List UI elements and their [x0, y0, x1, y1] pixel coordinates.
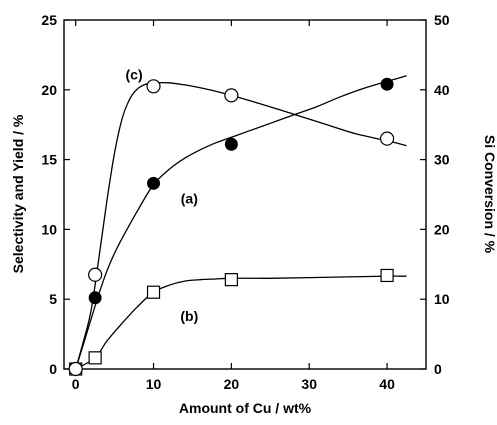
series-line-2: [75, 81, 407, 370]
data-point: [224, 273, 238, 287]
y-right-tick-label: 50: [434, 12, 450, 28]
y-axis-left-title: Selectivity and Yield / %: [10, 114, 26, 273]
y-left-tick-label: 0: [49, 361, 57, 377]
x-tick-label: 10: [146, 376, 162, 392]
data-point: [224, 137, 238, 151]
y-right-tick-label: 40: [434, 82, 450, 98]
x-tick-label: 20: [224, 376, 240, 392]
series-annotation: (b): [180, 308, 198, 324]
y-left-tick-label: 25: [41, 12, 57, 28]
y-axis-right-title: Si Conversion / %: [482, 135, 497, 254]
y-right-tick-label: 10: [434, 291, 450, 307]
axis-ticks: [64, 19, 426, 370]
series-curves: [75, 75, 407, 370]
series-annotation: (a): [181, 191, 198, 207]
series-line-1: [75, 275, 407, 370]
data-point: [147, 176, 161, 190]
plot-frame: [63, 19, 427, 370]
x-tick-label: 40: [379, 376, 395, 392]
data-point: [88, 291, 102, 305]
y-left-tick-label: 5: [49, 291, 57, 307]
data-point: [88, 267, 103, 282]
y-left-tick-label: 10: [41, 221, 57, 237]
y-right-tick-label: 0: [434, 361, 442, 377]
data-markers: [68, 77, 395, 377]
y-left-tick-label: 15: [41, 152, 57, 168]
series-annotation: (c): [126, 66, 143, 82]
y-right-tick-label: 30: [434, 152, 450, 168]
x-axis-title: Amount of Cu / wt%: [179, 400, 312, 416]
data-point: [68, 361, 83, 377]
data-point: [379, 131, 395, 146]
x-tick-label: 0: [72, 376, 80, 392]
data-point: [88, 351, 102, 365]
data-point: [380, 268, 394, 283]
series-line-0: [75, 75, 407, 370]
x-tick-label: 30: [301, 376, 317, 392]
data-point: [146, 285, 161, 299]
annotations: (a) (b) (c): [126, 66, 199, 324]
data-point: [224, 88, 239, 103]
data-point: [380, 77, 394, 91]
y-right-tick-label: 20: [434, 221, 450, 237]
y-left-tick-label: 20: [41, 82, 57, 98]
data-point: [146, 79, 161, 94]
tick-labels: 0 10 20 30 40 0 5 10 15 20 25 0 10 20 30 40 50: [41, 12, 449, 392]
